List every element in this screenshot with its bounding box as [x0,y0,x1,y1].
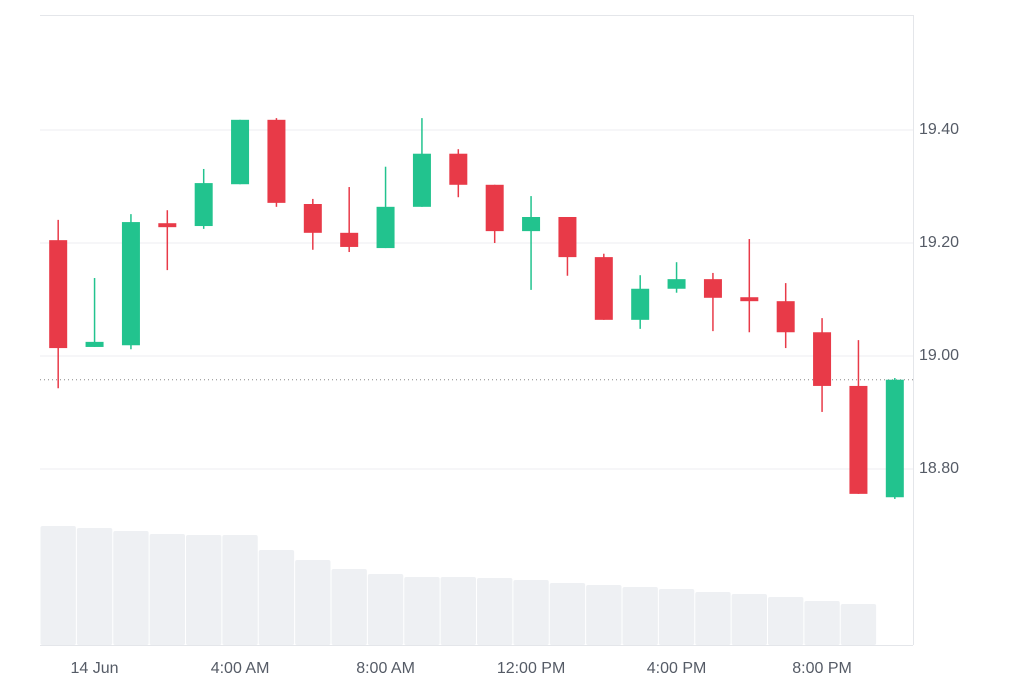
candle-body [849,385,868,494]
volume-bar [513,580,549,645]
volume-bar [149,534,185,645]
volume-bar [76,528,113,645]
volume-bar [40,526,76,645]
volume-bar [840,604,877,645]
candle-body [231,119,250,185]
candle-body [558,216,577,258]
volume-bar [367,574,404,645]
volume-bar [113,531,149,645]
volume-bar [731,594,767,645]
x-tick-label: 8:00 AM [356,660,415,677]
candle-body [412,153,431,207]
candle-body [631,288,650,320]
x-tick-label: 4:00 PM [647,660,707,677]
y-tick-label: 18.80 [919,460,959,477]
volume-bar [440,577,476,645]
volume-bar [622,587,658,645]
volume-bar [258,550,295,645]
volume-bar [222,535,258,645]
x-tick-label: 8:00 PM [792,660,852,677]
x-tick-label: 12:00 PM [497,660,565,677]
candle-body [49,240,68,349]
y-tick-label: 19.40 [919,121,959,138]
volume-bar [768,597,804,645]
volume-bar [331,569,367,645]
volume-bar [404,577,440,645]
candle-body [121,222,140,346]
candle-body [485,184,504,232]
candle-body [594,257,613,320]
volume-bar [804,601,840,645]
y-tick-label: 19.00 [919,347,959,364]
candle-body [158,223,177,228]
volume-bar [186,535,222,645]
candle-body [740,297,759,302]
candle-body [885,379,904,498]
candle-body [194,183,213,227]
candle-body [267,119,286,203]
candle-body [522,216,541,232]
candle-body [449,153,468,185]
candle-body [303,204,322,233]
volume-bar [695,592,731,645]
candle-body [667,279,686,289]
volume-bar [549,583,586,645]
candle-body [813,332,832,386]
x-tick-label: 4:00 AM [211,660,270,677]
candle-body [376,206,395,249]
candle-body [85,341,104,347]
volume-bar [658,589,695,645]
candle-body [340,232,359,247]
candle-body [776,301,795,333]
volume-bar [295,560,331,645]
y-tick-label: 19.20 [919,234,959,251]
volume-bar [477,578,513,645]
x-tick-label: 14 Jun [71,660,119,677]
candle-body [703,279,722,298]
volume-bar [586,585,622,645]
